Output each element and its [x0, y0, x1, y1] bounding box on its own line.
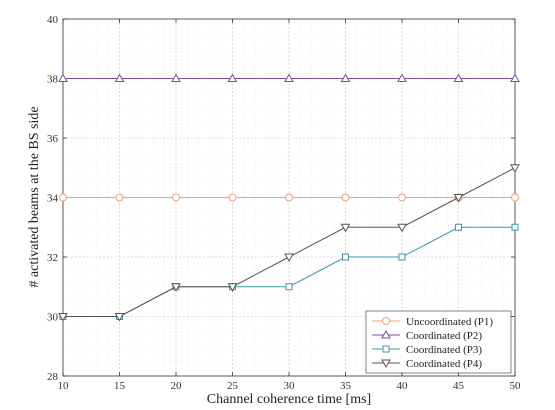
legend-label: Uncoordinated (P1)	[406, 316, 493, 328]
series-layer	[58, 73, 520, 322]
data-point	[59, 193, 67, 202]
data-point	[228, 193, 237, 202]
data-point	[397, 73, 407, 82]
data-point	[285, 283, 293, 291]
y-tick-label: 34	[47, 193, 59, 205]
x-tick-label: 30	[284, 380, 296, 392]
x-tick-label: 20	[171, 380, 183, 392]
axis-ticks: 10 15 20 25 30 35 40 45 50 28 30 32 34 36 38 40	[47, 14, 521, 392]
data-point	[398, 253, 406, 261]
y-tick-label: 28	[47, 371, 59, 383]
data-point	[453, 73, 464, 82]
legend-label: Coordinated (P4)	[406, 358, 482, 370]
data-point	[397, 223, 407, 233]
data-point	[511, 193, 519, 202]
x-tick-label: 40	[397, 380, 409, 392]
data-point	[58, 73, 68, 82]
data-point	[114, 313, 125, 322]
data-point	[510, 164, 520, 173]
legend-label: Coordinated (P3)	[406, 344, 482, 356]
data-point	[227, 73, 238, 82]
legend-item: Coordinated (P4)	[372, 358, 482, 370]
data-point	[398, 193, 406, 202]
data-point	[172, 193, 180, 202]
data-point	[511, 223, 519, 231]
y-tick-label: 30	[47, 312, 59, 324]
legend-label: Coordinated (P2)	[406, 330, 482, 342]
data-point	[284, 73, 294, 82]
data-point	[58, 313, 68, 322]
data-point	[340, 223, 351, 233]
x-tick-label: 15	[114, 380, 126, 392]
x-tick-label: 25	[227, 380, 239, 392]
data-point	[340, 73, 351, 82]
legend-swatch-marker	[381, 359, 391, 369]
data-point	[227, 283, 238, 292]
y-tick-label: 32	[47, 252, 58, 264]
y-tick-label: 36	[47, 133, 59, 145]
data-point	[341, 193, 350, 202]
data-point	[285, 193, 293, 202]
data-point	[342, 253, 349, 261]
x-tick-label: 10	[58, 380, 70, 392]
data-point	[115, 193, 124, 202]
x-tick-label: 50	[510, 380, 522, 392]
x-tick-label: 45	[453, 380, 465, 392]
data-point	[171, 283, 181, 292]
y-axis-label: # activated beams at the BS side	[27, 106, 42, 287]
legend-item: Uncoordinated (P1)	[372, 316, 493, 328]
y-tick-label: 40	[47, 14, 59, 26]
legend-swatch-marker	[381, 329, 391, 339]
data-point	[453, 194, 464, 203]
series-4	[58, 164, 520, 322]
data-point	[114, 73, 125, 82]
data-point	[510, 73, 520, 82]
data-point	[284, 253, 294, 263]
data-point	[455, 223, 462, 231]
legend-item: Coordinated (P3)	[372, 344, 482, 356]
x-tick-label: 35	[340, 380, 352, 392]
x-axis-label: Channel coherence time [ms]	[207, 392, 371, 407]
data-point	[171, 73, 181, 82]
legend-swatch-marker	[382, 317, 390, 325]
legend-swatch-marker	[382, 345, 390, 353]
y-tick-label: 38	[47, 74, 59, 86]
legend: Uncoordinated (P1) Coordinated (P2) Coordi…	[365, 310, 512, 374]
series-2	[58, 73, 520, 82]
legend-item: Coordinated (P2)	[372, 329, 482, 342]
